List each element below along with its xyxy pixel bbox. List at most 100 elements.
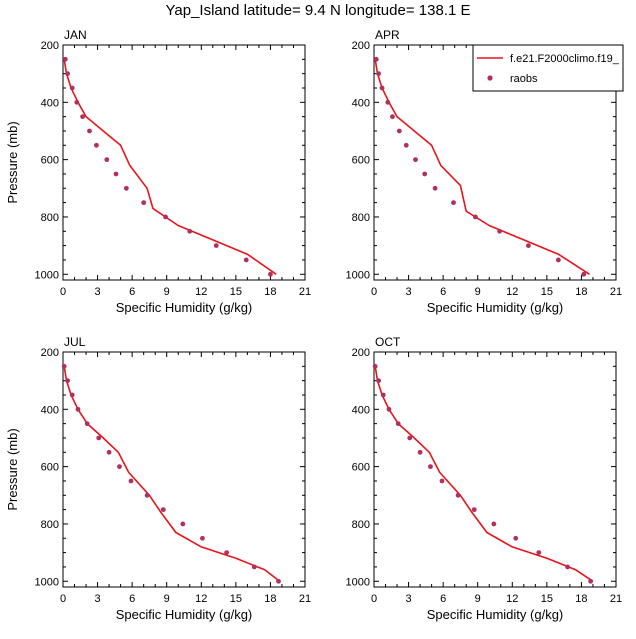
- x-tick-label: 3: [95, 593, 101, 605]
- raobs-point: [491, 521, 497, 527]
- legend-entry-model: f.e21.F2000climo.f19_: [510, 53, 620, 65]
- y-tick-label: 200: [352, 347, 370, 359]
- raobs-point: [422, 171, 428, 177]
- legend-entry-raobs: raobs: [510, 73, 538, 85]
- y-tick-label: 800: [41, 519, 59, 531]
- y-tick-label: 400: [41, 97, 59, 109]
- model-profile-line: [374, 366, 594, 582]
- raobs-point: [276, 578, 281, 584]
- raobs-point: [268, 271, 273, 277]
- panel-jan: 0 3 6 9 12 15 18 21 200 400 600 800 1000 JAN Specific …: [5, 28, 311, 315]
- raobs-point: [439, 478, 445, 484]
- y-tick-label: 600: [352, 462, 370, 474]
- raobs-point: [395, 421, 401, 427]
- y-tick-label: 1000: [35, 269, 59, 281]
- x-tick-label: 12: [195, 593, 207, 605]
- panel-title: JAN: [64, 28, 87, 42]
- x-tick-label: 0: [371, 593, 377, 605]
- raobs-point: [536, 550, 542, 556]
- panel-oct: 0 3 6 9 12 15 18 21 200 400 600 800 1000 OCT Specific …: [346, 335, 623, 622]
- raobs-point: [117, 464, 122, 470]
- y-tick-label: 400: [352, 404, 370, 416]
- raobs-point: [69, 392, 75, 398]
- raobs-point: [104, 157, 110, 163]
- raobs-point: [80, 114, 85, 120]
- model-profile-line: [374, 59, 590, 275]
- raobs-point: [160, 507, 166, 513]
- raobs-point: [390, 114, 395, 120]
- raobs-point: [74, 99, 80, 105]
- raobs-point: [379, 85, 385, 91]
- raobs-point: [403, 142, 409, 148]
- x-tick-label: 18: [575, 593, 587, 605]
- raobs-point: [128, 478, 134, 484]
- y-tick-label: 600: [41, 462, 59, 474]
- raobs-point: [555, 257, 561, 263]
- model-profile-line: [63, 366, 281, 582]
- x-tick-label: 15: [541, 593, 553, 605]
- raobs-point: [180, 521, 186, 527]
- panel-jul: 0 3 6 9 12 15 18 21 200 400 600 800 1000 JUL Specific …: [5, 335, 311, 622]
- raobs-point: [113, 171, 119, 177]
- raobs-point: [565, 564, 570, 570]
- raobs-point: [473, 214, 478, 220]
- raobs-point: [428, 464, 433, 470]
- raobs-point: [407, 435, 413, 441]
- raobs-point: [94, 142, 99, 148]
- x-axis-label: Specific Humidity (g/kg): [116, 607, 253, 622]
- x-tick-label: 18: [264, 593, 276, 605]
- y-tick-label: 800: [41, 212, 59, 224]
- raobs-point: [396, 128, 402, 134]
- panel-title: APR: [375, 28, 400, 42]
- x-tick-label: 18: [264, 286, 276, 298]
- x-axis-label: Specific Humidity (g/kg): [116, 300, 253, 315]
- x-axis-label: Specific Humidity (g/kg): [427, 300, 564, 315]
- x-tick-label: 3: [406, 286, 412, 298]
- figure-title: Yap_Island latitude= 9.4 N longitude= 13…: [165, 2, 471, 19]
- raobs-point: [75, 406, 81, 412]
- raobs-point: [451, 200, 456, 206]
- x-tick-label: 9: [164, 286, 170, 298]
- y-tick-label: 800: [352, 519, 370, 531]
- x-tick-label: 3: [95, 286, 101, 298]
- x-tick-label: 21: [610, 286, 622, 298]
- x-tick-label: 12: [195, 286, 207, 298]
- x-tick-label: 0: [60, 593, 66, 605]
- x-tick-label: 15: [541, 286, 553, 298]
- raobs-point: [432, 185, 438, 191]
- y-tick-label: 1000: [35, 576, 59, 588]
- raobs-point: [376, 378, 382, 384]
- y-tick-label: 800: [352, 212, 370, 224]
- legend-box: [472, 44, 624, 92]
- x-tick-label: 6: [129, 593, 135, 605]
- x-tick-label: 3: [406, 593, 412, 605]
- y-tick-label: 600: [352, 155, 370, 167]
- raobs-point: [243, 257, 249, 263]
- raobs-point: [417, 449, 423, 455]
- raobs-point: [373, 56, 379, 62]
- panel-title: JUL: [64, 335, 86, 349]
- raobs-point: [513, 535, 519, 541]
- raobs-point: [385, 99, 391, 105]
- plot-frame: [62, 351, 306, 588]
- x-tick-label: 6: [440, 593, 446, 605]
- raobs-point: [69, 85, 75, 91]
- x-tick-label: 6: [440, 286, 446, 298]
- panel-title: OCT: [375, 335, 401, 349]
- y-tick-label: 1000: [346, 576, 370, 588]
- x-tick-label: 0: [60, 286, 66, 298]
- x-tick-label: 21: [299, 286, 311, 298]
- plot-frame: [373, 351, 617, 588]
- raobs-point: [123, 185, 129, 191]
- y-tick-label: 400: [41, 404, 59, 416]
- raobs-point: [380, 392, 386, 398]
- raobs-point: [588, 578, 594, 584]
- raobs-point: [65, 378, 71, 384]
- x-tick-label: 21: [299, 593, 311, 605]
- legend-marker-swatch: [487, 75, 493, 81]
- raobs-point: [386, 406, 392, 412]
- raobs-point: [213, 243, 219, 249]
- raobs-point: [87, 128, 92, 134]
